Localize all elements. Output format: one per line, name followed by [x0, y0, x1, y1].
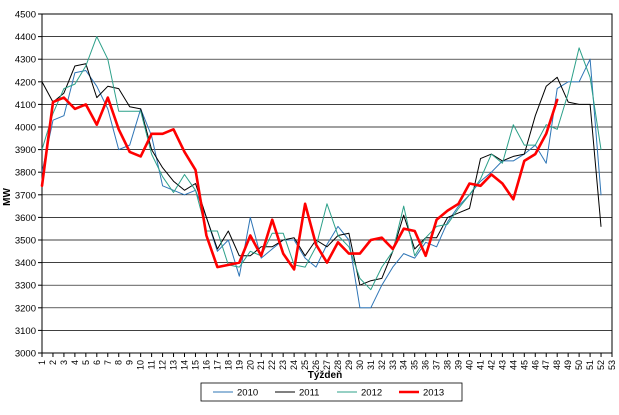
- y-tick-label: 3100: [15, 326, 36, 337]
- series-line-2012: [41, 36, 602, 291]
- x-tick-label: 46: [530, 360, 540, 370]
- x-tick-label: 4: [70, 360, 80, 365]
- y-tick-label: 3700: [15, 190, 36, 201]
- x-tick-label: 53: [607, 360, 617, 370]
- x-tick-label: 21: [256, 360, 266, 370]
- x-tick-label: 25: [300, 360, 310, 370]
- x-tick-label: 31: [366, 360, 376, 370]
- x-tick-label: 3: [59, 360, 69, 365]
- x-tick-label: 16: [201, 360, 211, 370]
- legend: 2010 2011 2012 2013: [213, 388, 444, 399]
- x-tick-label: 33: [388, 360, 398, 370]
- x-tick-label: 44: [508, 360, 518, 370]
- y-tick-label: 4200: [15, 77, 36, 88]
- x-tick-label: 39: [454, 360, 464, 370]
- x-tick-label: 6: [92, 360, 102, 365]
- x-tick-label: 14: [180, 360, 190, 370]
- x-tick-label: 11: [147, 360, 157, 369]
- y-tick-label: 4300: [15, 55, 36, 66]
- x-axis-title: Týždeň: [308, 370, 342, 381]
- x-tick-label: 7: [103, 360, 113, 365]
- x-tick-label: 52: [596, 360, 606, 370]
- x-tick-label: 38: [443, 360, 453, 370]
- y-tick-label: 4400: [15, 32, 36, 43]
- series-line-2013: [40, 96, 559, 271]
- legend-label-2012: 2012: [361, 388, 382, 399]
- y-tick-label: 4100: [15, 100, 36, 111]
- x-tick-label: 51: [585, 360, 595, 370]
- x-tick-label: 26: [311, 360, 321, 370]
- y-tick-label: 3300: [15, 281, 36, 292]
- y-tick-label: 3900: [15, 145, 36, 156]
- x-axis: 1 2 3 4 5 6 7 8 9 10 11 12 13 14 15 16 17 18 19 20 21 22 23 24 2…: [37, 353, 617, 370]
- x-tick-label: 2: [48, 360, 58, 365]
- x-tick-label: 28: [333, 360, 343, 370]
- y-axis: 3000 3100 3200 3300 3400 3500 3600 3700 3800 3900…: [15, 10, 42, 360]
- x-tick-label: 13: [169, 360, 179, 370]
- x-tick-label: 47: [541, 360, 551, 370]
- x-tick-label: 10: [136, 360, 146, 370]
- legend-box: [200, 382, 463, 402]
- series-line-2011: [41, 63, 602, 286]
- y-tick-label: 3500: [15, 236, 36, 247]
- x-tick-label: 36: [421, 360, 431, 370]
- x-tick-label: 24: [289, 360, 299, 370]
- x-tick-label: 19: [234, 360, 244, 370]
- x-tick-label: 23: [278, 360, 288, 370]
- x-tick-label: 22: [267, 360, 277, 370]
- x-tick-label: 50: [574, 360, 584, 370]
- x-tick-label: 40: [465, 360, 475, 370]
- y-axis-title: MW: [2, 188, 13, 206]
- x-tick-label: 20: [245, 360, 255, 370]
- x-tick-label: 18: [223, 360, 233, 370]
- x-tick-label: 30: [355, 360, 365, 370]
- x-tick-label: 15: [190, 360, 200, 370]
- y-tick-label: 3400: [15, 258, 36, 269]
- legend-label-2013: 2013: [423, 388, 444, 399]
- x-tick-label: 17: [212, 360, 222, 370]
- y-tick-label: 3000: [15, 349, 36, 360]
- x-tick-label: 37: [432, 360, 442, 370]
- x-tick-label: 45: [519, 360, 529, 370]
- y-tick-label: 4500: [15, 10, 36, 21]
- x-tick-label: 12: [158, 360, 168, 370]
- x-tick-label: 5: [81, 360, 91, 365]
- legend-label-2010: 2010: [237, 388, 258, 399]
- x-tick-label: 8: [114, 360, 124, 365]
- y-tick-label: 3600: [15, 213, 36, 224]
- x-tick-label: 1: [37, 360, 47, 365]
- x-tick-label: 27: [322, 360, 332, 370]
- x-tick-label: 9: [125, 360, 135, 365]
- y-tick-label: 3200: [15, 303, 36, 314]
- x-tick-label: 32: [377, 360, 387, 370]
- x-tick-label: 41: [475, 360, 485, 370]
- x-tick-label: 49: [563, 360, 573, 370]
- x-tick-label: 48: [552, 360, 562, 370]
- y-tick-label: 4000: [15, 123, 36, 134]
- legend-label-2011: 2011: [299, 388, 319, 399]
- x-tick-label: 43: [497, 360, 507, 370]
- x-tick-label: 29: [344, 360, 354, 370]
- x-tick-label: 35: [410, 360, 420, 370]
- x-tick-label: 34: [399, 360, 409, 370]
- x-tick-label: 42: [486, 360, 496, 370]
- y-tick-label: 3800: [15, 168, 36, 179]
- series-lines: [40, 36, 602, 309]
